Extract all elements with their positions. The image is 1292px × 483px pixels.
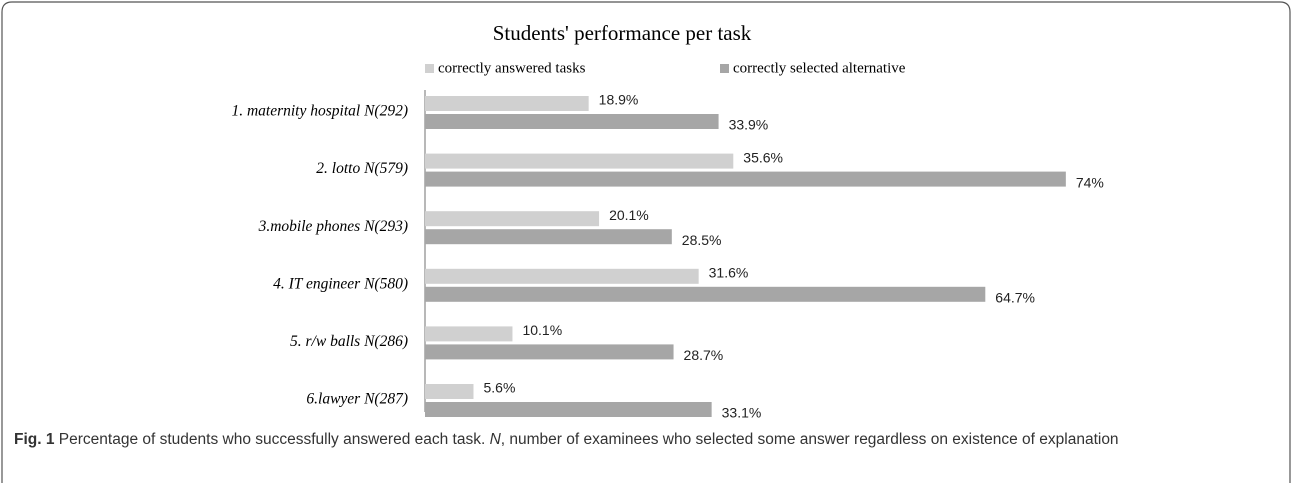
bar (425, 96, 589, 111)
caption-label: Fig. 1 (14, 431, 55, 448)
bar (425, 211, 600, 227)
caption-text: , number of examinees who selected some … (500, 431, 1119, 448)
data-label: 28.7% (684, 347, 724, 363)
bar (425, 384, 474, 399)
data-label: 31.6% (709, 265, 749, 281)
y-tick-label: 3.mobile phones N(293) (258, 218, 408, 235)
y-tick-label: 2. lotto N(579) (316, 160, 408, 177)
legend-swatch (720, 64, 729, 73)
chart-title: Students' performance per task (493, 21, 752, 45)
bar (425, 114, 719, 129)
caption-text: Percentage of students who successfully … (58, 431, 490, 448)
y-tick-label: 6.lawyer N(287) (306, 391, 408, 408)
data-label: 18.9% (599, 92, 639, 108)
bar (425, 286, 986, 302)
data-label: 33.9% (729, 117, 769, 133)
bar (425, 268, 699, 284)
y-tick-label: 5. r/w balls N(286) (290, 333, 408, 350)
data-label: 35.6% (743, 149, 783, 165)
data-label: 5.6% (483, 380, 515, 396)
data-label: 10.1% (522, 322, 562, 338)
data-label: 20.1% (609, 207, 649, 223)
data-label: 33.1% (722, 405, 762, 421)
bar (425, 402, 712, 417)
y-tick-label: 4. IT engineer N(580) (273, 275, 408, 292)
y-tick-label: 1. maternity hospital N(292) (231, 103, 408, 120)
legend-label: correctly answered tasks (438, 60, 586, 76)
data-label: 64.7% (995, 290, 1035, 306)
bar (425, 229, 672, 245)
data-label: 74% (1076, 174, 1104, 190)
caption: Fig. 1 Percentage of students who succes… (14, 428, 1279, 451)
bar (425, 171, 1066, 187)
bar (425, 326, 513, 342)
caption-italic: N (489, 431, 501, 448)
bar (425, 344, 674, 360)
bar (425, 153, 734, 169)
data-label: 28.5% (682, 232, 722, 248)
legend-label: correctly selected alternative (733, 60, 906, 76)
legend-swatch (425, 64, 434, 73)
